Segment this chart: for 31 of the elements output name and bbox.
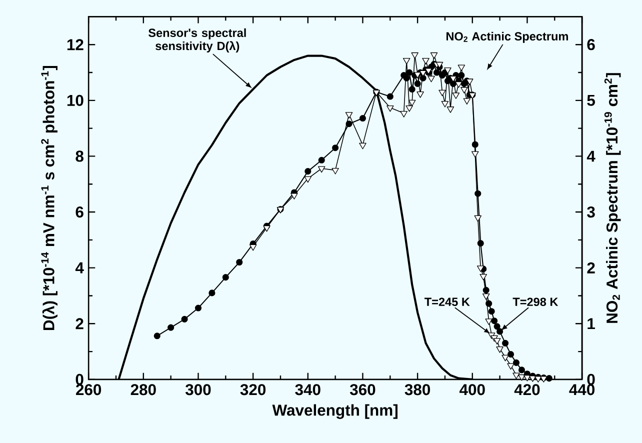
y2-axis-title: NO$_{2}$ Actinic Spectrum [*10$^{-19}$ cm$^{2}$] bbox=[604, 72, 621, 323]
y-tick-label: 2 bbox=[76, 318, 84, 329]
y2-tick-label: 3 bbox=[587, 206, 595, 218]
y-tick-label: 4 bbox=[75, 262, 84, 274]
y-tick-label: 8 bbox=[76, 150, 84, 162]
x-tick-label: 360 bbox=[350, 384, 376, 396]
annotation: NO$_{2}$ Actinic Spectrum bbox=[446, 32, 568, 43]
y-tick-label: 12 bbox=[67, 38, 84, 50]
text: D(λ) [*10$^{-14}$ mV nm$^{-1}$ s cm$^{2}$ photon$^{-1}$] bbox=[41, 66, 58, 330]
x-axis-title: Wavelength [nm] bbox=[272, 404, 398, 419]
x-tick-label: 300 bbox=[185, 384, 211, 396]
y-tick-label: 10 bbox=[67, 94, 84, 106]
x-tick-label: 380 bbox=[404, 384, 430, 396]
y2-tick-label: 5 bbox=[587, 94, 595, 106]
x-tick-label: 440 bbox=[569, 384, 595, 396]
x-tick-label: 280 bbox=[130, 384, 156, 396]
y2-tick-label: 4 bbox=[586, 150, 596, 162]
legend-label: Sensor's spectral sensitivity D(λ) bbox=[148, 28, 246, 52]
y-tick-label: 0 bbox=[76, 374, 84, 385]
x-tick-label: 320 bbox=[240, 384, 266, 396]
y2-tick-label: 2 bbox=[587, 262, 595, 274]
x-tick-label: 260 bbox=[76, 384, 102, 396]
x-tick-label: 400 bbox=[460, 384, 485, 396]
x-tick-label: 340 bbox=[295, 384, 320, 396]
series-label: T=245 K bbox=[424, 298, 470, 306]
y2-tick-label: 0 bbox=[587, 374, 595, 385]
y-tick-label: 6 bbox=[76, 206, 84, 218]
x-tick-label: 420 bbox=[514, 384, 540, 396]
y2-tick-label: 6 bbox=[587, 38, 595, 50]
series-label: T=298 K bbox=[512, 298, 558, 306]
y2-tick-label: 1 bbox=[588, 318, 595, 329]
